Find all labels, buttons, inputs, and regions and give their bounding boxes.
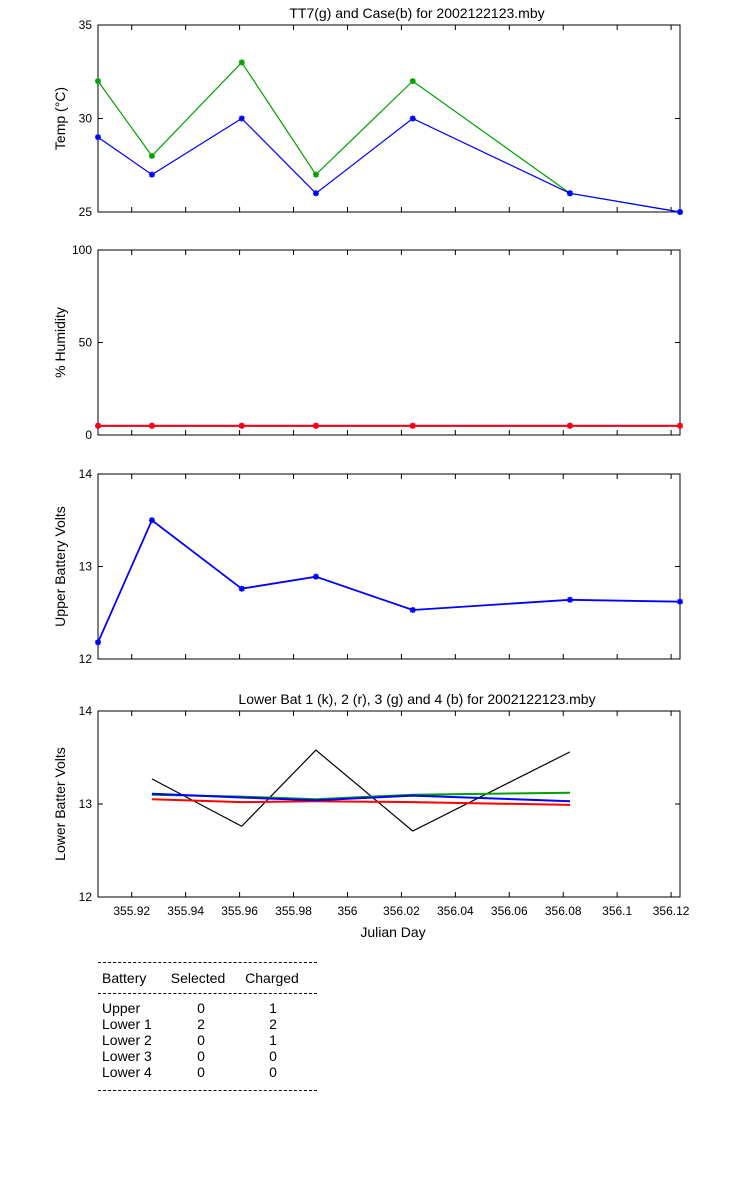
y-tick-label: 25 bbox=[79, 205, 93, 219]
y-tick-label: 30 bbox=[79, 112, 93, 126]
charged-value: 0 bbox=[269, 1048, 277, 1064]
chart-panel-1: 25 30 35 TT7(g) and Case(b) for 2002122123.… bbox=[52, 5, 683, 219]
chart-title: Lower Bat 1 (k), 2 (r), 3 (g) and 4 (b) … bbox=[238, 691, 595, 707]
x-tick-label: 356.02 bbox=[383, 904, 420, 918]
table-row: Upper 0 1 bbox=[98, 1000, 317, 1016]
data-point bbox=[677, 422, 683, 429]
y-tick-label: 13 bbox=[79, 560, 93, 574]
chart-title: TT7(g) and Case(b) for 2002122123.mby bbox=[289, 5, 544, 21]
x-tick-label: 356.08 bbox=[545, 904, 582, 918]
y-tick-label: 12 bbox=[79, 652, 93, 666]
data-point bbox=[148, 422, 155, 429]
chart-panel-3: 12 13 14 Upper Battery Volts bbox=[52, 467, 683, 666]
charts-figure: 25 30 35 TT7(g) and Case(b) for 2002122123.… bbox=[52, 5, 690, 940]
y-tick-label: 13 bbox=[79, 797, 93, 811]
data-point bbox=[95, 78, 101, 85]
data-point bbox=[409, 78, 416, 85]
selected-value: 0 bbox=[197, 1064, 205, 1080]
x-tick-label: 355.98 bbox=[275, 904, 312, 918]
data-point bbox=[95, 422, 101, 429]
plot-frame bbox=[97, 473, 681, 660]
y-axis-label: % Humidity bbox=[52, 307, 68, 378]
data-point bbox=[148, 152, 155, 159]
y-axis-label: Temp (°C) bbox=[52, 87, 68, 150]
x-tick-label: 355.94 bbox=[167, 904, 204, 918]
data-point bbox=[148, 171, 155, 178]
series-line-blue bbox=[97, 518, 681, 643]
data-point bbox=[409, 606, 416, 613]
chart-panel-2: 0 50 100 % Humidity bbox=[52, 243, 683, 442]
battery-name: Lower 1 bbox=[102, 1016, 152, 1032]
table-row: Lower 3 0 0 bbox=[98, 1048, 317, 1064]
y-tick-label: 35 bbox=[79, 18, 93, 32]
data-point bbox=[95, 134, 101, 141]
data-point bbox=[312, 422, 319, 429]
data-point bbox=[566, 190, 573, 197]
y-tick-label: 0 bbox=[85, 428, 92, 442]
x-axis-label: Julian Day bbox=[360, 924, 425, 940]
data-point bbox=[238, 59, 245, 66]
data-point bbox=[312, 171, 319, 178]
data-point bbox=[95, 639, 101, 646]
series-line-blue bbox=[151, 792, 571, 803]
battery-name: Lower 2 bbox=[102, 1032, 152, 1048]
y-axis-label: Lower Batter Volts bbox=[52, 747, 68, 861]
y-axis-label: Upper Battery Volts bbox=[52, 506, 68, 627]
series-line-red bbox=[151, 798, 571, 806]
data-point bbox=[148, 517, 155, 524]
x-tick-label: 356.04 bbox=[437, 904, 474, 918]
charged-value: 1 bbox=[269, 1032, 277, 1048]
x-tick-label: 356.12 bbox=[653, 904, 690, 918]
y-tick-label: 100 bbox=[72, 243, 92, 257]
battery-name: Lower 4 bbox=[102, 1064, 152, 1080]
charged-value: 2 bbox=[269, 1016, 277, 1032]
selected-value: 0 bbox=[197, 1048, 205, 1064]
table-row: Lower 2 0 1 bbox=[98, 1032, 317, 1048]
y-tick-label: 12 bbox=[79, 890, 93, 904]
x-tick-label: 355.96 bbox=[221, 904, 258, 918]
y-tick-label: 14 bbox=[79, 704, 93, 718]
x-tick-label: 356.1 bbox=[602, 904, 632, 918]
data-point bbox=[566, 422, 573, 429]
battery-status-table: Battery Selected Charged Upper 0 1 Lower… bbox=[98, 962, 317, 1091]
data-point bbox=[238, 115, 245, 122]
table-top-rule bbox=[98, 962, 317, 963]
header-battery: Battery bbox=[102, 970, 147, 986]
battery-name: Lower 3 bbox=[102, 1048, 152, 1064]
x-tick-label: 355.92 bbox=[113, 904, 150, 918]
header-charged: Charged bbox=[245, 970, 299, 986]
y-tick-label: 14 bbox=[79, 467, 93, 481]
data-point bbox=[238, 585, 245, 592]
data-point bbox=[677, 209, 683, 215]
battery-name: Upper bbox=[102, 1000, 141, 1016]
x-tick-label: 356.06 bbox=[491, 904, 528, 918]
data-point bbox=[312, 573, 319, 580]
data-point bbox=[566, 596, 573, 603]
charged-value: 0 bbox=[269, 1064, 277, 1080]
plot-frame bbox=[97, 24, 681, 213]
selected-value: 0 bbox=[197, 1000, 205, 1016]
charged-value: 1 bbox=[269, 1000, 277, 1016]
chart-panel-4: 12 13 14 355.92 355.94 355.96 355.98 356 356.02 3… bbox=[52, 691, 690, 940]
data-point bbox=[677, 598, 683, 605]
data-point bbox=[409, 422, 416, 429]
plot-frame bbox=[97, 249, 681, 436]
y-tick-label: 50 bbox=[79, 336, 93, 350]
data-point bbox=[409, 115, 416, 122]
table-header-row: Battery Selected Charged bbox=[98, 963, 317, 993]
series-line-black bbox=[151, 749, 571, 832]
table-bottom-rule bbox=[98, 1090, 317, 1091]
data-point bbox=[238, 422, 245, 429]
table-row: Lower 1 2 2 bbox=[98, 1016, 317, 1032]
x-tick-label: 356 bbox=[337, 904, 357, 918]
header-selected: Selected bbox=[170, 970, 226, 986]
table-header-rule bbox=[98, 993, 317, 994]
plot-frame bbox=[97, 710, 681, 898]
series-line-blue bbox=[97, 117, 681, 213]
table-row: Lower 4 0 0 bbox=[98, 1064, 317, 1080]
selected-value: 0 bbox=[197, 1032, 205, 1048]
selected-value: 2 bbox=[197, 1016, 205, 1032]
data-point bbox=[312, 190, 319, 197]
